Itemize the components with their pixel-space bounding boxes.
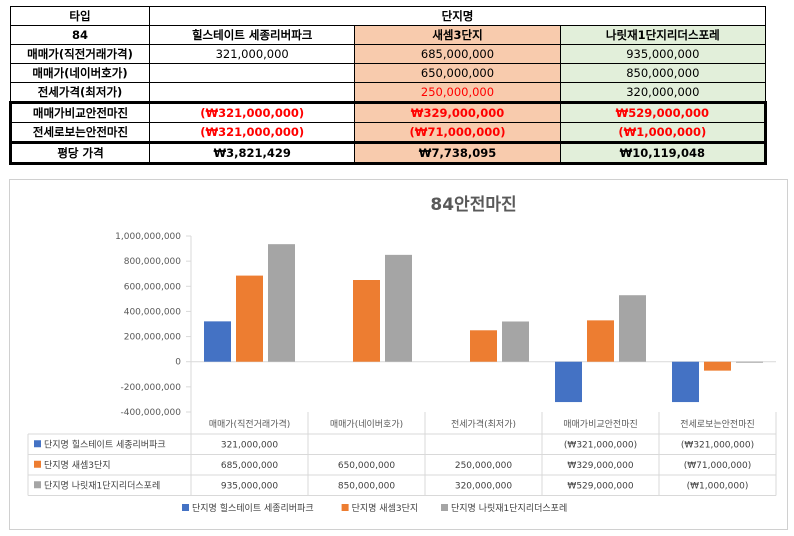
table-cell: 850,000,000 <box>559 63 767 83</box>
chart-title: 84안전마진 <box>430 195 516 215</box>
table-cell: 685,000,000 <box>354 44 561 64</box>
data-label: 321,000,000 <box>221 440 279 450</box>
data-label: 850,000,000 <box>338 481 396 491</box>
table-cell: (₩1,000,000) <box>559 122 768 143</box>
y-tick-label: 1,000,000,000 <box>115 232 181 242</box>
complex-1-header: 힐스테이트 세종리버파크 <box>148 25 356 45</box>
series-row-label: 단지명 새셈3단지 <box>44 460 111 471</box>
legend-swatch-3 <box>441 504 448 511</box>
row-label: 전세가격(최저가) <box>10 82 150 103</box>
data-label: 650,000,000 <box>338 461 396 471</box>
x-category-label: 전세로보는안전마진 <box>680 419 755 430</box>
table-cell: (₩321,000,000) <box>148 101 356 123</box>
table-row: 전세가격(최저가) 250,000,000 320,000,000 <box>10 82 767 103</box>
legend-label: 단지명 나릿재1단지리더스포레 <box>451 502 567 514</box>
row-label: 매매가비교안전마진 <box>9 101 150 123</box>
bar-2-2 <box>353 280 380 362</box>
data-label: (₩321,000,000) <box>564 440 637 450</box>
x-category-label: 매매가(네이버호가) <box>330 419 403 430</box>
table-cell: (₩321,000,000) <box>148 122 356 143</box>
y-tick-label: 600,000,000 <box>124 282 182 292</box>
bar-3-1 <box>268 244 295 362</box>
row-label: 매매가(네이버호가) <box>10 63 150 83</box>
bar-1-1 <box>204 321 231 362</box>
series-key-3 <box>34 481 41 489</box>
table-row: 매매가(네이버호가) 650,000,000 850,000,000 <box>10 63 767 83</box>
y-tick-label: 200,000,000 <box>124 333 182 343</box>
series-key-2 <box>34 460 41 468</box>
y-tick-label: 800,000,000 <box>124 257 182 267</box>
legend-swatch-1 <box>182 504 189 511</box>
table-row: 전세로보는안전마진 (₩321,000,000) (₩71,000,000) (… <box>9 122 768 143</box>
table-cell: 650,000,000 <box>354 63 561 83</box>
table-row: 매매가비교안전마진 (₩321,000,000) ₩329,000,000 ₩5… <box>9 101 768 123</box>
table-cell <box>148 63 356 83</box>
data-label: ₩329,000,000 <box>567 461 633 471</box>
bar-3-4 <box>619 295 646 362</box>
bar-3-2 <box>385 254 412 362</box>
table-cell: 321,000,000 <box>148 44 356 64</box>
table-cell: (₩71,000,000) <box>354 122 561 143</box>
x-category-label: 매매가(직전거래가격) <box>209 418 291 430</box>
type-header: 타입 <box>10 6 150 26</box>
legend-label: 단지명 새셈3단지 <box>352 503 419 514</box>
data-label: 250,000,000 <box>455 461 513 471</box>
legend-label: 단지명 힐스테이트 세종리버파크 <box>192 502 314 514</box>
legend-swatch-2 <box>341 504 349 511</box>
price-table: 타입 단지명 84 힐스테이트 세종리버파크 새셈3단지 나릿재1단지리더스포레… <box>9 6 768 165</box>
y-tick-label: -200,000,000 <box>120 383 181 393</box>
table-cell: ₩7,738,095 <box>354 141 561 165</box>
data-label: 685,000,000 <box>221 461 279 471</box>
data-label: 935,000,000 <box>221 481 279 491</box>
complex-3-header: 나릿재1단지리더스포레 <box>559 25 767 45</box>
table-cell <box>148 82 356 103</box>
data-label: (₩71,000,000) <box>684 461 751 471</box>
bar-1-5 <box>672 361 699 403</box>
series-row-label: 단지명 나릿재1단지리더스포레 <box>44 479 160 491</box>
table-cell: ₩3,821,429 <box>148 141 356 165</box>
x-category-label: 매매가비교안전마진 <box>563 419 638 430</box>
table-row: 매매가(직전거래가격) 321,000,000 685,000,000 935,… <box>10 44 767 64</box>
safety-margin-chart: 84안전마진 1,000,000,000 800,000,000 600,000,00… <box>27 195 777 514</box>
table-cell: 250,000,000 <box>354 82 561 103</box>
bar-3-5 <box>736 361 763 363</box>
row-label: 매매가(직전거래가격) <box>10 44 150 64</box>
table-cell: ₩329,000,000 <box>354 101 561 123</box>
data-label: ₩529,000,000 <box>567 481 633 491</box>
table-row: 평당 가격 ₩3,821,429 ₩7,738,095 ₩10,119,048 <box>9 141 768 165</box>
bar-2-1 <box>236 275 263 362</box>
y-tick-label: 0 <box>175 358 181 368</box>
bar-3-3 <box>502 321 529 362</box>
complex-group-header: 단지명 <box>149 6 766 26</box>
data-label: (₩321,000,000) <box>681 440 754 450</box>
complex-2-header: 새셈3단지 <box>354 25 561 45</box>
x-category-label: 전세가격(최저가) <box>451 418 516 430</box>
bar-2-4 <box>587 320 614 362</box>
bar-1-4 <box>555 361 582 403</box>
y-tick-label: -400,000,000 <box>120 408 181 418</box>
data-label: 320,000,000 <box>455 481 513 491</box>
chart-area: 84안전마진 1,000,000,000 800,000,000 600,000,00… <box>9 179 788 530</box>
y-tick-label: 400,000,000 <box>124 307 182 317</box>
series-key-1 <box>34 440 41 448</box>
row-label: 전세로보는안전마진 <box>9 122 150 143</box>
table-cell: 935,000,000 <box>559 44 767 64</box>
table-cell: 320,000,000 <box>559 82 767 103</box>
size-cell: 84 <box>10 25 150 45</box>
bar-2-5 <box>704 361 731 371</box>
data-label: (₩1,000,000) <box>687 481 749 491</box>
row-label: 평당 가격 <box>9 141 150 165</box>
bar-2-3 <box>470 330 497 362</box>
series-row-label: 단지명 힐스테이트 세종리버파크 <box>44 438 166 450</box>
table-cell: ₩529,000,000 <box>559 101 768 123</box>
table-cell: ₩10,119,048 <box>559 141 768 165</box>
